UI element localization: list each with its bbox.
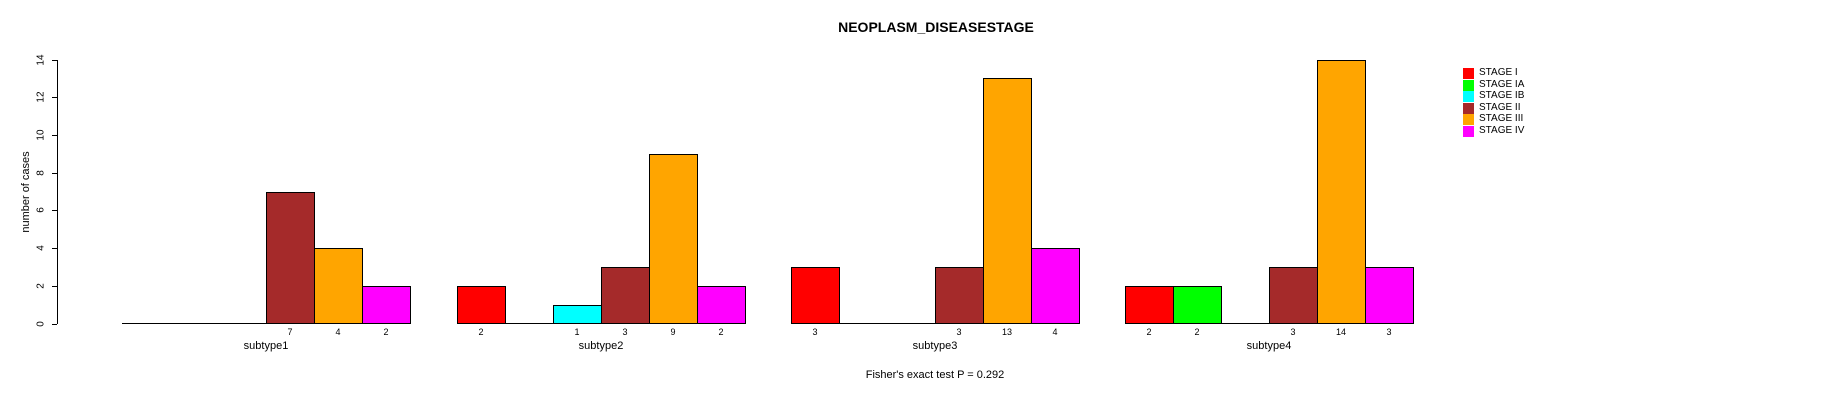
legend-label: STAGE IB [1479, 90, 1525, 101]
bar-value-label: 13 [1001, 327, 1013, 337]
legend-swatch [1463, 91, 1474, 102]
bar-value-label: 2 [1194, 327, 1200, 337]
bar-stage-i-subtype3 [791, 267, 840, 324]
y-axis-tick [52, 60, 57, 61]
legend-label: STAGE I [1479, 67, 1518, 78]
y-axis-tick-label: 12 [35, 91, 47, 103]
y-axis-tick-label: 2 [35, 283, 47, 289]
bar-stage-ia-subtype4 [1173, 286, 1222, 324]
bar-stage-iii-subtype3 [983, 78, 1032, 324]
bar-stage-ii-subtype1 [266, 192, 315, 324]
legend-item-stage-ia: STAGE IA [1463, 79, 1553, 91]
y-axis-tick [52, 248, 57, 249]
fisher-test-note: Fisher's exact test P = 0.292 [865, 369, 1005, 381]
bar-value-label: 3 [1290, 327, 1296, 337]
bar-value-label: 1 [574, 327, 580, 337]
legend-label: STAGE IA [1479, 79, 1525, 90]
y-axis-tick [52, 135, 57, 136]
bar-stage-ii-subtype2 [601, 267, 650, 324]
y-axis-tick [52, 97, 57, 98]
y-axis-tick-label: 14 [35, 54, 47, 66]
bar-stage-i-subtype2 [457, 286, 506, 324]
bar-value-label: 9 [670, 327, 676, 337]
legend-label: STAGE II [1479, 102, 1521, 113]
y-axis-label: number of cases [20, 151, 32, 233]
category-label-subtype1: subtype1 [243, 340, 289, 352]
y-axis-tick-label: 10 [35, 129, 47, 141]
y-axis-tick [52, 324, 57, 325]
category-label-subtype3: subtype3 [912, 340, 958, 352]
bar-value-label: 4 [1052, 327, 1058, 337]
bar-stage-iv-subtype3 [1031, 248, 1080, 324]
bar-stage-iv-subtype2 [697, 286, 746, 324]
legend-swatch [1463, 68, 1474, 79]
legend-label: STAGE IV [1479, 125, 1525, 136]
y-axis-tick-label: 4 [35, 245, 47, 251]
bar-value-label: 2 [383, 327, 389, 337]
legend-item-stage-iv: STAGE IV [1463, 125, 1553, 137]
bar-value-label: 3 [812, 327, 818, 337]
bar-value-label: 4 [335, 327, 341, 337]
legend-swatch [1463, 114, 1474, 125]
legend-swatch [1463, 103, 1474, 114]
chart-title: NEOPLASM_DISEASESTAGE [838, 19, 1034, 35]
legend-swatch [1463, 126, 1474, 137]
y-axis-tick-label: 0 [35, 321, 47, 327]
legend-label: STAGE III [1479, 113, 1524, 124]
bar-value-label: 3 [622, 327, 628, 337]
bar-value-label: 3 [1386, 327, 1392, 337]
bar-stage-iii-subtype4 [1317, 60, 1366, 324]
bar-value-label: 2 [478, 327, 484, 337]
bar-value-label: 7 [287, 327, 293, 337]
y-axis-tick-label: 8 [35, 170, 47, 176]
category-label-subtype4: subtype4 [1246, 340, 1292, 352]
legend-item-stage-iii: STAGE III [1463, 113, 1553, 125]
legend-item-stage-ii: STAGE II [1463, 102, 1553, 114]
bar-stage-ii-subtype3 [935, 267, 984, 324]
y-axis-tick [52, 210, 57, 211]
bar-value-label: 3 [956, 327, 962, 337]
bar-stage-iv-subtype4 [1365, 267, 1414, 324]
bar-value-label: 2 [718, 327, 724, 337]
bar-stage-iii-subtype2 [649, 154, 698, 324]
legend-swatch [1463, 80, 1474, 91]
bar-value-label: 2 [1146, 327, 1152, 337]
bar-stage-i-subtype4 [1125, 286, 1174, 324]
legend-item-stage-i: STAGE I [1463, 67, 1553, 79]
bar-stage-iii-subtype1 [314, 248, 363, 324]
y-axis-tick [52, 173, 57, 174]
y-axis-tick [52, 286, 57, 287]
bar-stage-ii-subtype4 [1269, 267, 1318, 324]
bar-value-label: 14 [1335, 327, 1347, 337]
bar-stage-iv-subtype1 [362, 286, 411, 324]
bar-stage-ib-subtype2 [553, 305, 602, 324]
category-label-subtype2: subtype2 [578, 340, 624, 352]
y-axis-line [57, 60, 58, 324]
legend-item-stage-ib: STAGE IB [1463, 90, 1553, 102]
y-axis-tick-label: 6 [35, 207, 47, 213]
